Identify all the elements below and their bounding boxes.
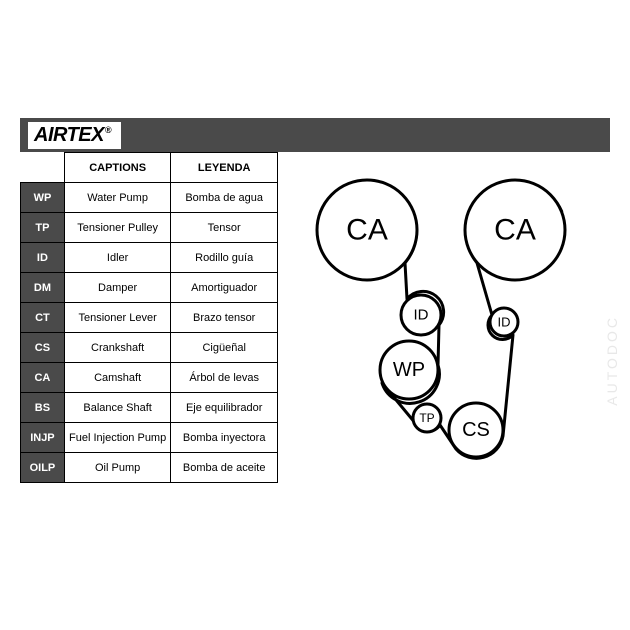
table-header-row: CAPTIONS LEYENDA: [21, 153, 278, 183]
table-row: CTTensioner LeverBrazo tensor: [21, 303, 278, 333]
table-row: CACamshaftÁrbol de levas: [21, 363, 278, 393]
table-row: DMDamperAmortiguador: [21, 273, 278, 303]
pulley-label-tp: TP: [419, 411, 434, 425]
code-cell: ID: [21, 243, 65, 273]
pulley-label-wp: WP: [393, 359, 425, 381]
code-cell: CA: [21, 363, 65, 393]
leyenda-cell: Eje equilibrador: [171, 393, 278, 423]
brand-logo: AIRTEX®: [28, 122, 121, 149]
pulley-label-id2: ID: [498, 315, 511, 330]
leyenda-cell: Rodillo guía: [171, 243, 278, 273]
caption-cell: Tensioner Pulley: [64, 213, 171, 243]
caption-cell: Camshaft: [64, 363, 171, 393]
header-bar: AIRTEX®: [20, 118, 610, 152]
header-captions: CAPTIONS: [64, 153, 171, 183]
logo-text: AIRTEX: [34, 124, 104, 146]
code-cell: CS: [21, 333, 65, 363]
caption-cell: Balance Shaft: [64, 393, 171, 423]
caption-cell: Crankshaft: [64, 333, 171, 363]
logo-registered: ®: [105, 125, 111, 135]
pulley-label-id1: ID: [414, 307, 429, 324]
leyenda-cell: Bomba de agua: [171, 183, 278, 213]
caption-cell: Tensioner Lever: [64, 303, 171, 333]
caption-cell: Oil Pump: [64, 453, 171, 483]
code-cell: INJP: [21, 423, 65, 453]
table-row: INJPFuel Injection PumpBomba inyectora: [21, 423, 278, 453]
content-panel: AIRTEX® CAPTIONS LEYENDA WPWater PumpBom…: [20, 118, 610, 497]
caption-cell: Fuel Injection Pump: [64, 423, 171, 453]
corner-cell: [21, 153, 65, 183]
table-row: CSCrankshaftCigüeñal: [21, 333, 278, 363]
table-row: OILPOil PumpBomba de aceite: [21, 453, 278, 483]
legend-table: CAPTIONS LEYENDA WPWater PumpBomba de ag…: [20, 152, 278, 483]
table-row: IDIdlerRodillo guía: [21, 243, 278, 273]
legend-table-wrap: CAPTIONS LEYENDA WPWater PumpBomba de ag…: [20, 152, 278, 497]
main-row: CAPTIONS LEYENDA WPWater PumpBomba de ag…: [20, 152, 610, 497]
leyenda-cell: Cigüeñal: [171, 333, 278, 363]
code-cell: OILP: [21, 453, 65, 483]
code-cell: TP: [21, 213, 65, 243]
leyenda-cell: Brazo tensor: [171, 303, 278, 333]
leyenda-cell: Bomba de aceite: [171, 453, 278, 483]
header-leyenda: LEYENDA: [171, 153, 278, 183]
code-cell: DM: [21, 273, 65, 303]
leyenda-cell: Árbol de levas: [171, 363, 278, 393]
caption-cell: Water Pump: [64, 183, 171, 213]
belt-diagram: CA CA ID ID WP TP CS: [278, 152, 610, 497]
pulley-label-ca2: CA: [494, 214, 536, 247]
table-row: WPWater PumpBomba de agua: [21, 183, 278, 213]
code-cell: CT: [21, 303, 65, 333]
caption-cell: Idler: [64, 243, 171, 273]
pulley-label-cs: CS: [462, 419, 490, 441]
leyenda-cell: Amortiguador: [171, 273, 278, 303]
leyenda-cell: Tensor: [171, 213, 278, 243]
leyenda-cell: Bomba inyectora: [171, 423, 278, 453]
pulley-label-ca1: CA: [346, 214, 388, 247]
code-cell: BS: [21, 393, 65, 423]
caption-cell: Damper: [64, 273, 171, 303]
belt-svg: CA CA ID ID WP TP CS: [278, 152, 610, 492]
table-row: TPTensioner PulleyTensor: [21, 213, 278, 243]
table-row: BSBalance ShaftEje equilibrador: [21, 393, 278, 423]
code-cell: WP: [21, 183, 65, 213]
